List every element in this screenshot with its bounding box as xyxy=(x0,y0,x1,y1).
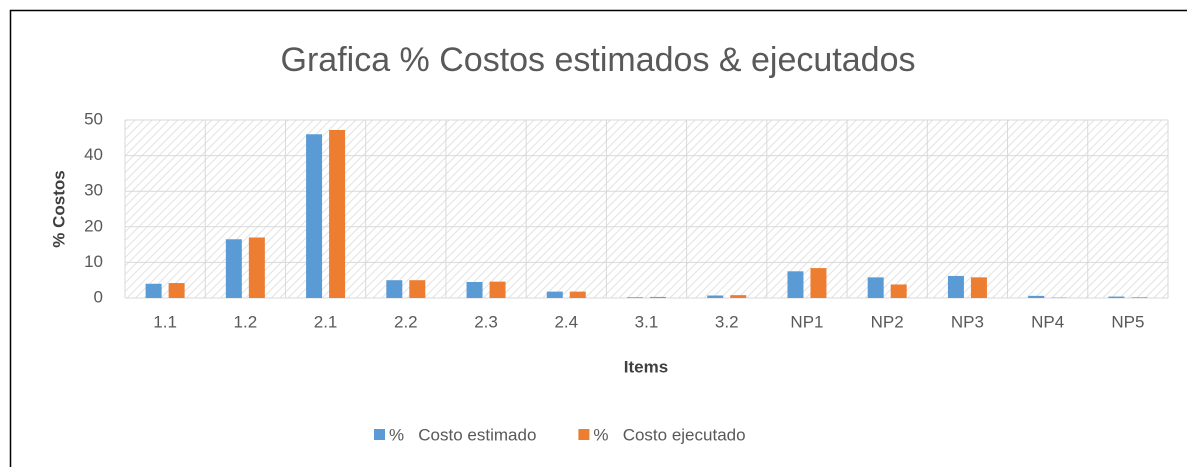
bar xyxy=(248,237,265,298)
x-tick-label: NP3 xyxy=(951,312,984,331)
bar xyxy=(730,295,747,298)
x-tick-label: 2.2 xyxy=(394,312,418,331)
bar xyxy=(787,271,804,298)
x-tick-label: NP2 xyxy=(871,312,904,331)
x-tick-label: 1.1 xyxy=(153,312,177,331)
bar xyxy=(489,281,506,298)
x-tick-label: 1.2 xyxy=(234,312,258,331)
bar xyxy=(1108,296,1125,298)
y-tick-label: 10 xyxy=(84,252,103,271)
bar xyxy=(569,291,586,298)
bar xyxy=(225,239,242,298)
plot-area xyxy=(125,120,1168,298)
bar xyxy=(627,297,643,298)
x-tick-label: 2.1 xyxy=(314,312,338,331)
bar xyxy=(466,281,483,298)
legend-swatch xyxy=(578,429,590,440)
bar xyxy=(867,277,884,298)
bar xyxy=(947,275,964,298)
x-tick-label: 3.1 xyxy=(635,312,659,331)
bar xyxy=(890,284,907,298)
x-axis-label: Items xyxy=(624,357,668,376)
bar xyxy=(546,291,563,298)
y-tick-label: 30 xyxy=(84,181,103,200)
bar xyxy=(329,129,346,298)
bar xyxy=(707,295,724,298)
chart-title: Grafica % Costos estimados & ejecutados xyxy=(281,41,916,79)
legend-label: % Costo ejecutado xyxy=(593,425,745,444)
bar xyxy=(168,283,185,298)
y-axis-label: % Costos xyxy=(49,170,68,247)
y-tick-label: 40 xyxy=(84,145,103,164)
bar xyxy=(409,280,426,298)
x-tick-label: 3.2 xyxy=(715,312,739,331)
bar xyxy=(306,134,323,298)
x-tick-label: NP1 xyxy=(790,312,823,331)
y-tick-label: 0 xyxy=(94,287,103,306)
bar xyxy=(810,268,827,298)
bar xyxy=(1028,295,1045,298)
bar xyxy=(386,280,403,298)
legend-label: % Costo estimado xyxy=(389,425,536,444)
bar xyxy=(970,277,987,298)
y-tick-label: 50 xyxy=(84,109,103,128)
x-tick-label: NP5 xyxy=(1111,312,1144,331)
bar xyxy=(1131,297,1148,298)
bar xyxy=(145,283,162,298)
y-tick-label: 20 xyxy=(84,216,103,235)
x-tick-label: 2.4 xyxy=(554,312,578,331)
bar xyxy=(650,296,666,298)
legend-swatch xyxy=(374,429,385,440)
x-tick-label: NP4 xyxy=(1031,312,1064,331)
x-tick-label: 2.3 xyxy=(474,312,498,331)
